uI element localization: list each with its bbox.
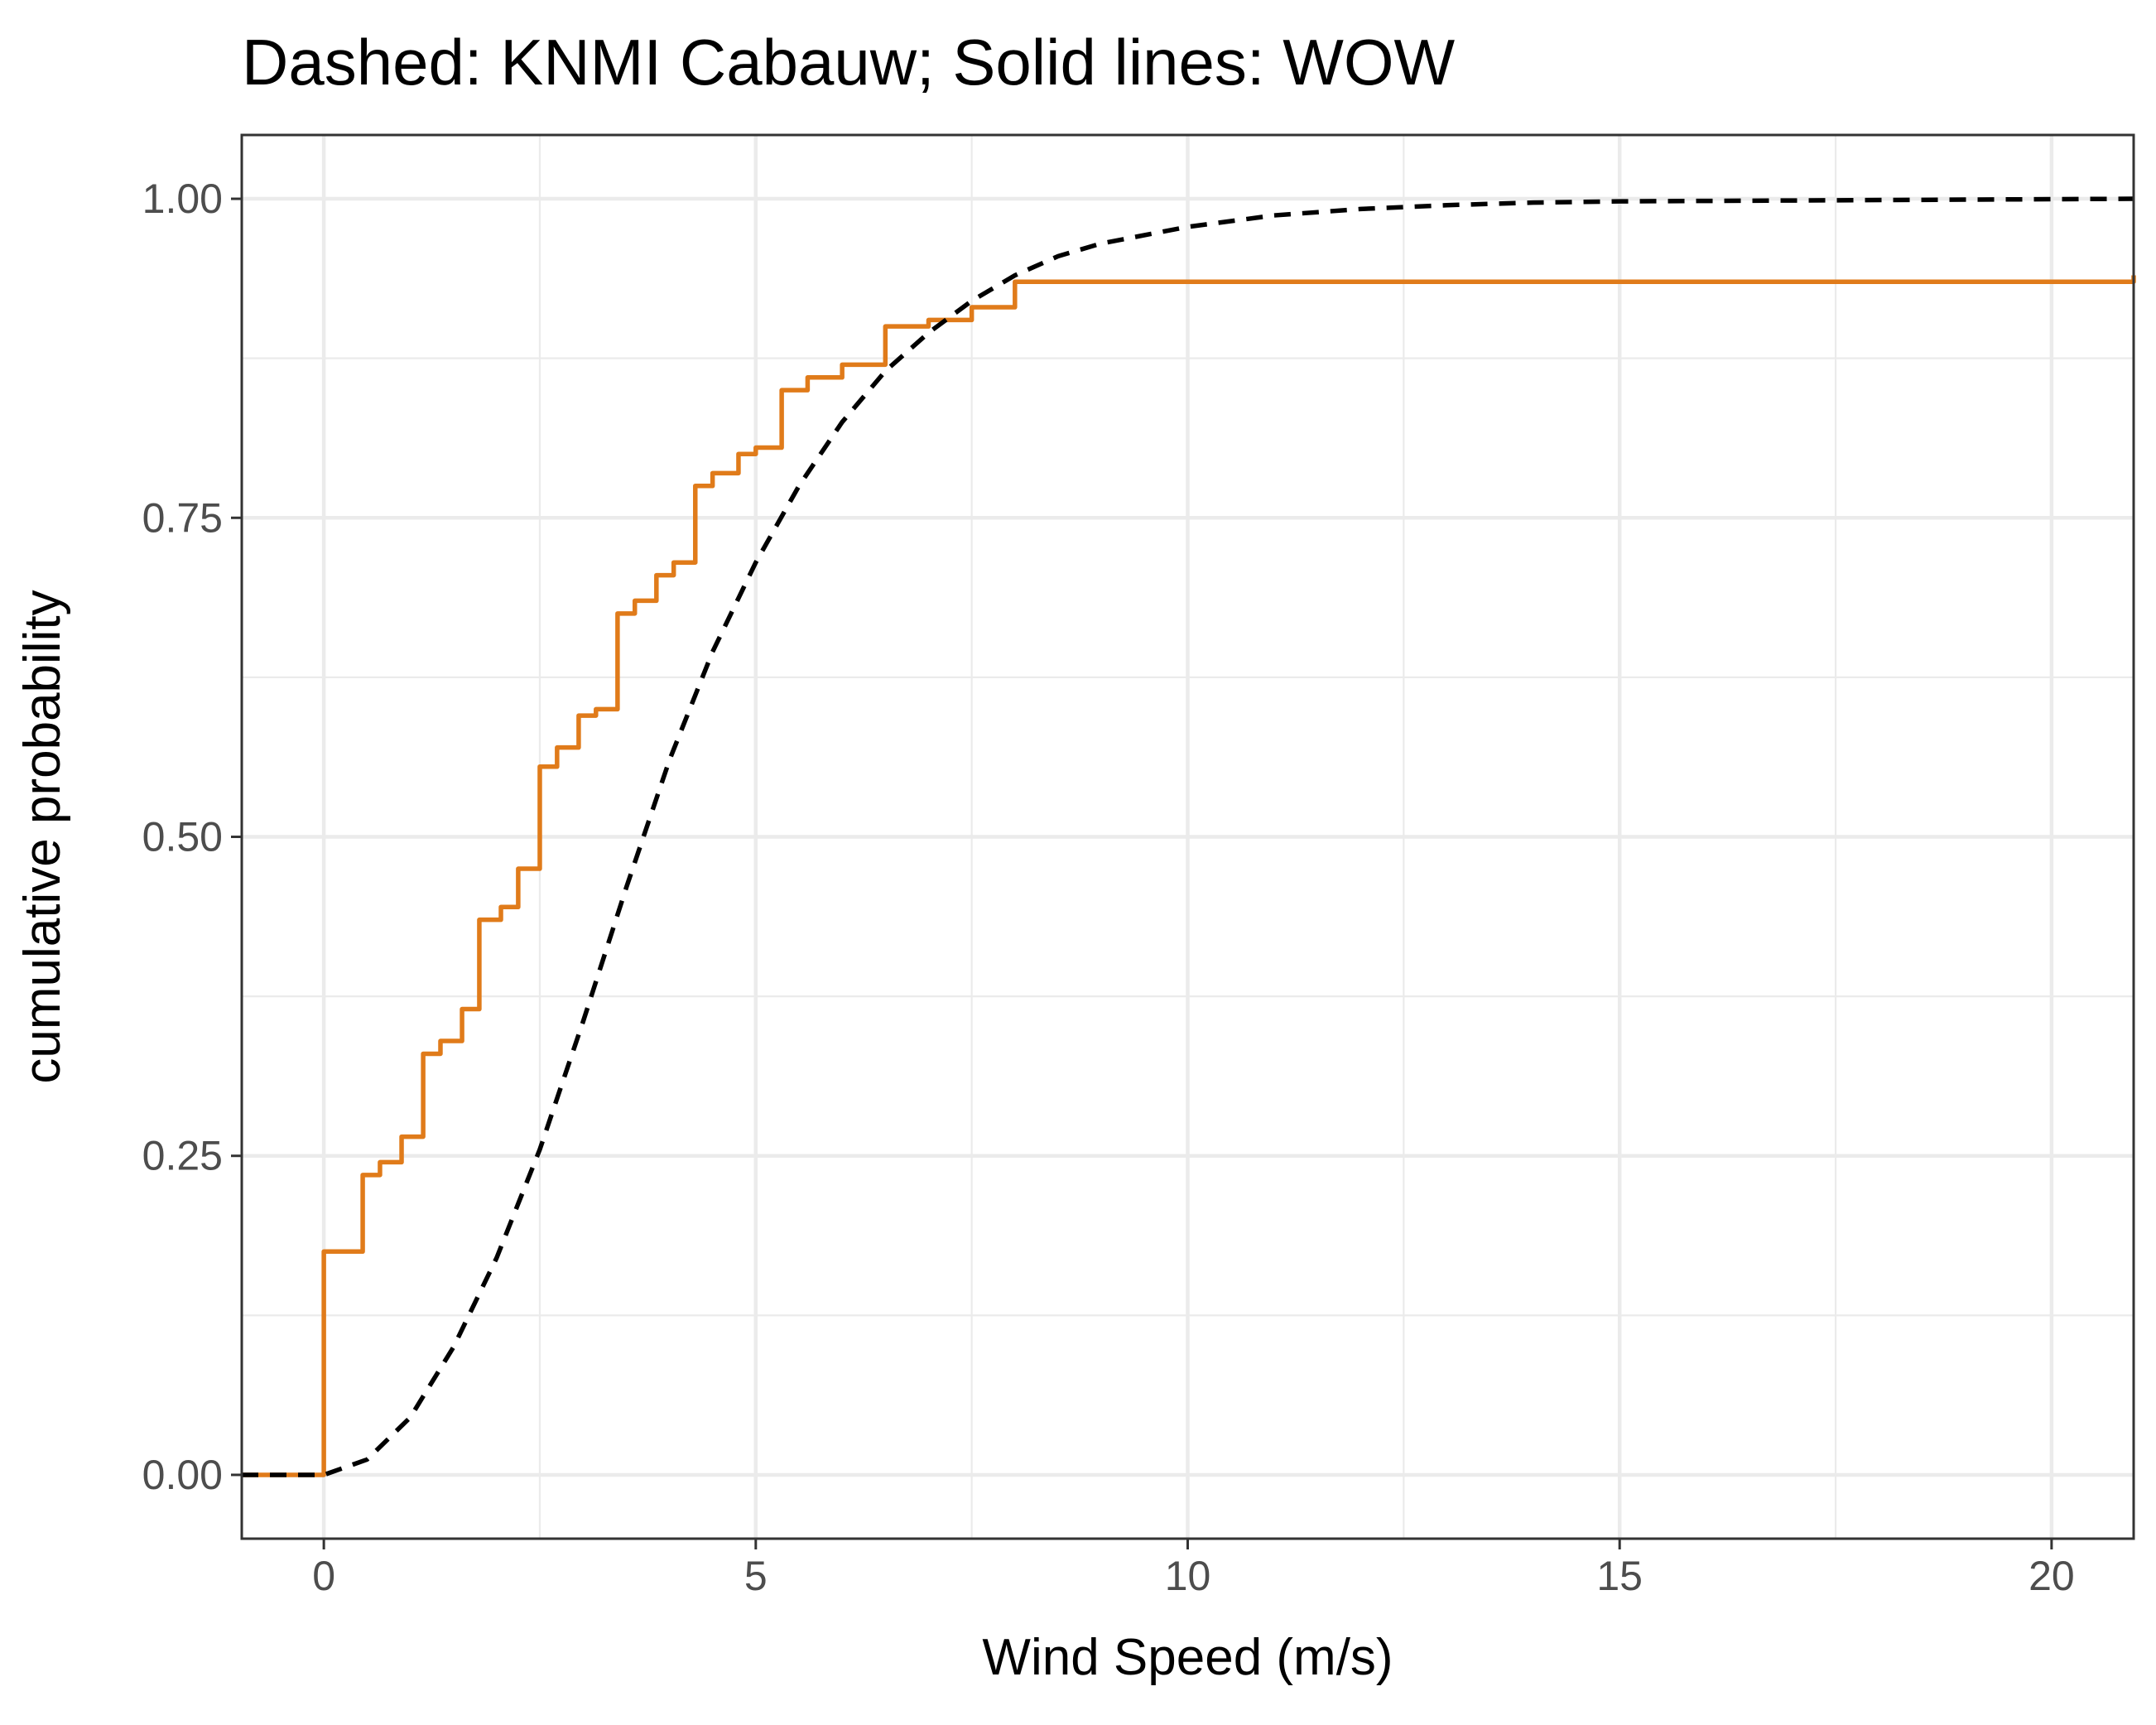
y-tick-label: 0.00 bbox=[142, 1452, 223, 1498]
x-tick-label: 20 bbox=[2028, 1553, 2075, 1599]
series-line-solid bbox=[242, 275, 2136, 1477]
grid-lines bbox=[242, 135, 2134, 1539]
chart-title: Dashed: KNMI Cabauw; Solid lines: WOW bbox=[242, 26, 1456, 99]
x-tick-label: 10 bbox=[1165, 1553, 1211, 1599]
series-line-dashed bbox=[242, 196, 2134, 1477]
series-lines bbox=[242, 196, 2136, 1477]
y-tick-label: 0.50 bbox=[142, 814, 223, 860]
axis-ticks: 0 5 10 15 20 0.00 0.25 0.50 0.75 1.00 bbox=[142, 176, 2075, 1599]
y-tick-label: 1.00 bbox=[142, 176, 223, 222]
y-axis-title: cumulative probability bbox=[14, 590, 71, 1083]
x-axis-title: Wind Speed (m/s) bbox=[982, 1629, 1393, 1686]
x-tick-label: 5 bbox=[744, 1553, 768, 1599]
y-tick-label: 0.75 bbox=[142, 494, 223, 541]
y-tick-label: 0.25 bbox=[142, 1133, 223, 1179]
x-tick-label: 15 bbox=[1596, 1553, 1643, 1599]
x-tick-label: 0 bbox=[312, 1553, 335, 1599]
